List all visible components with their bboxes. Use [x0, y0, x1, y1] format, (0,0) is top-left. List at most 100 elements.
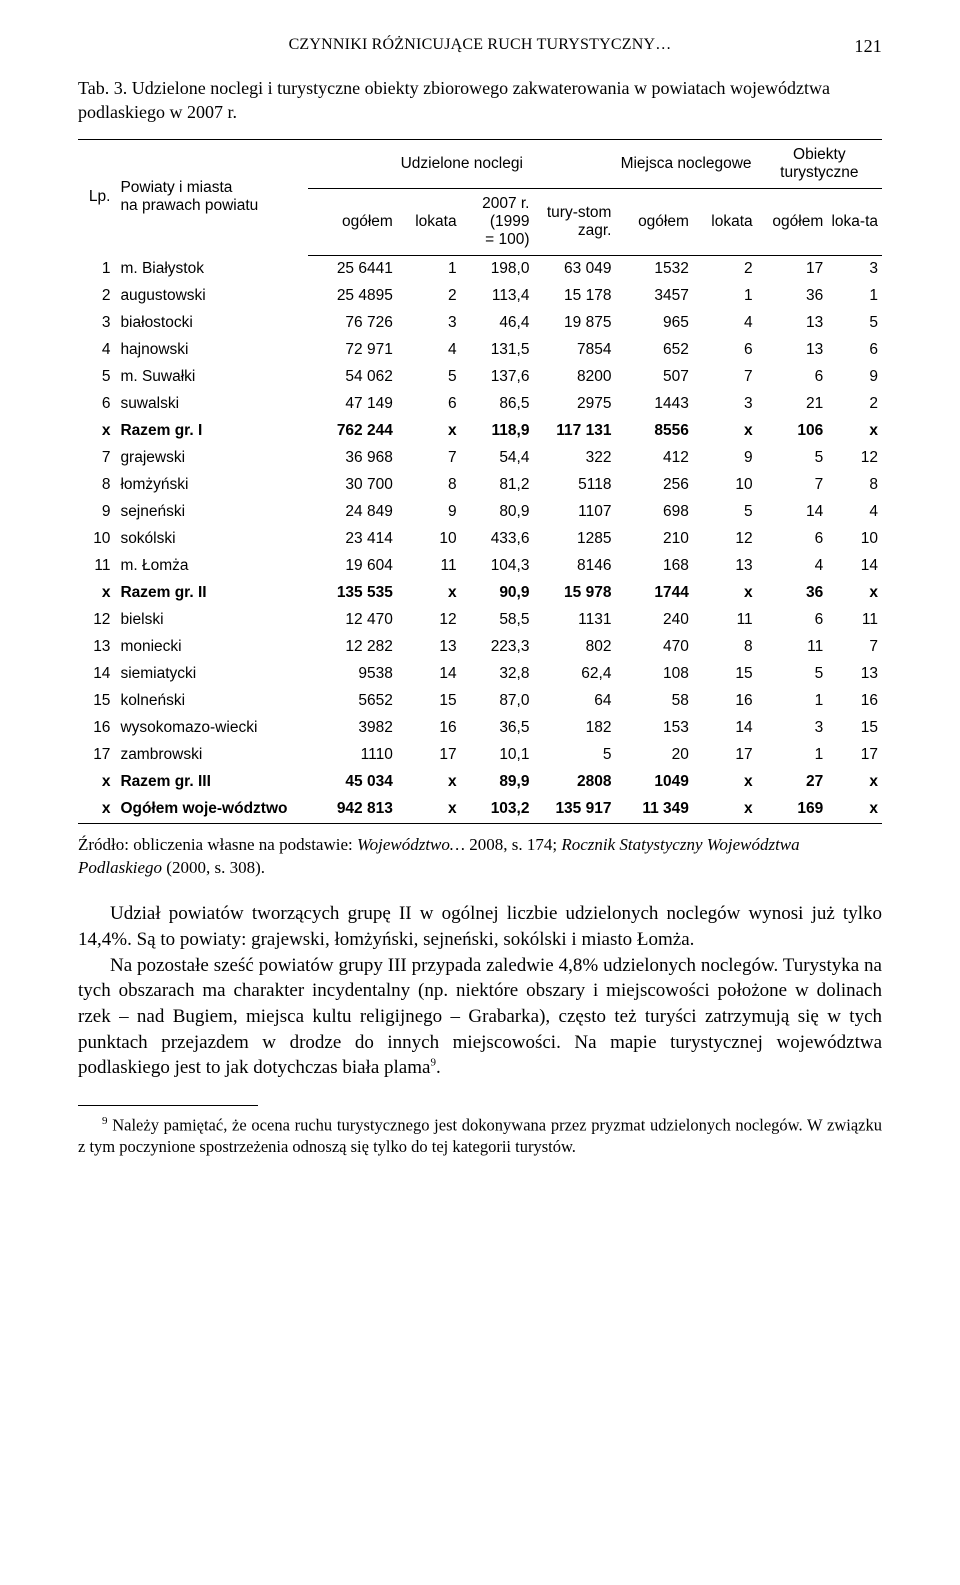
table-row: xRazem gr. II135 535x90,915 9781744x36x	[78, 580, 882, 607]
cell-value: 21	[757, 391, 828, 418]
cell-value: 3457	[615, 283, 692, 310]
cell-value: 802	[533, 634, 615, 661]
cell-value: 106	[757, 418, 828, 445]
th-turystom: tury-stom zagr.	[533, 188, 615, 255]
cell-value: x	[397, 580, 461, 607]
cell-value: 137,6	[461, 364, 534, 391]
cell-value: 1	[757, 688, 828, 715]
table-row: 7grajewski36 968754,43224129512	[78, 445, 882, 472]
th-ogolem-1: ogółem	[308, 188, 397, 255]
cell-value: 24 849	[308, 499, 397, 526]
cell-value: 5	[693, 499, 757, 526]
cell-value: 16	[693, 688, 757, 715]
cell-value: 13	[693, 553, 757, 580]
cell-value: 412	[615, 445, 692, 472]
cell-value: 3	[827, 255, 882, 283]
table-row: 2augustowski25 48952113,415 17834571361	[78, 283, 882, 310]
cell-value: 1443	[615, 391, 692, 418]
cell-value: 16	[397, 715, 461, 742]
cell-lp: 1	[78, 255, 114, 283]
page-number: 121	[854, 36, 882, 57]
cell-name: augustowski	[114, 283, 308, 310]
th-lp: Lp.	[78, 139, 114, 255]
cell-value: 11	[397, 553, 461, 580]
body-text: Udział powiatów tworzących grupę II w og…	[78, 901, 882, 1080]
cell-value: 256	[615, 472, 692, 499]
paragraph-1: Udział powiatów tworzących grupę II w og…	[78, 901, 882, 952]
cell-value: 1532	[615, 255, 692, 283]
cell-name: grajewski	[114, 445, 308, 472]
cell-value: 5	[397, 364, 461, 391]
cell-value: 8	[827, 472, 882, 499]
cell-value: 113,4	[461, 283, 534, 310]
cell-value: 7	[827, 634, 882, 661]
cell-value: 17	[693, 742, 757, 769]
th-lokata-1: lokata	[397, 188, 461, 255]
cell-value: 153	[615, 715, 692, 742]
cell-value: 2	[827, 391, 882, 418]
cell-value: 17	[397, 742, 461, 769]
cell-value: 3	[757, 715, 828, 742]
cell-value: 45 034	[308, 769, 397, 796]
cell-name: zambrowski	[114, 742, 308, 769]
cell-value: 36 968	[308, 445, 397, 472]
th-lokata-3: loka-ta	[827, 188, 882, 255]
cell-value: 5	[757, 445, 828, 472]
cell-value: 2975	[533, 391, 615, 418]
cell-value: 470	[615, 634, 692, 661]
cell-value: 13	[757, 337, 828, 364]
para2-a: Na pozostałe sześć powiatów grupy III pr…	[78, 955, 882, 1079]
cell-value: 2	[397, 283, 461, 310]
cell-lp: 15	[78, 688, 114, 715]
cell-value: 168	[615, 553, 692, 580]
table-row: 14siemiatycki95381432,862,410815513	[78, 661, 882, 688]
cell-name: wysokomazo-wiecki	[114, 715, 308, 742]
cell-value: 11	[827, 607, 882, 634]
cell-value: 9	[397, 499, 461, 526]
cell-value: 1131	[533, 607, 615, 634]
table-row: 13moniecki12 28213223,38024708117	[78, 634, 882, 661]
th-udzielone: Udzielone noclegi	[308, 139, 615, 188]
cell-value: 6	[757, 364, 828, 391]
cell-value: 72 971	[308, 337, 397, 364]
cell-name: bielski	[114, 607, 308, 634]
cell-value: 8146	[533, 553, 615, 580]
cell-value: 7	[693, 364, 757, 391]
cell-value: 9	[827, 364, 882, 391]
cell-value: 27	[757, 769, 828, 796]
cell-value: 1110	[308, 742, 397, 769]
cell-value: 90,9	[461, 580, 534, 607]
cell-value: 36	[757, 580, 828, 607]
cell-name: Razem gr. II	[114, 580, 308, 607]
table-row: 12bielski12 4701258,5113124011611	[78, 607, 882, 634]
cell-value: 19 875	[533, 310, 615, 337]
cell-value: 1285	[533, 526, 615, 553]
cell-value: 15	[693, 661, 757, 688]
source-prefix: Źródło: obliczenia własne na podstawie:	[78, 835, 357, 854]
cell-value: 12	[827, 445, 882, 472]
cell-value: 14	[397, 661, 461, 688]
cell-lp: 13	[78, 634, 114, 661]
th-ogolem-3: ogółem	[757, 188, 828, 255]
cell-value: 7854	[533, 337, 615, 364]
cell-lp: 5	[78, 364, 114, 391]
table-row: 5m. Suwałki54 0625137,68200507769	[78, 364, 882, 391]
cell-value: 1	[757, 742, 828, 769]
cell-value: 7	[757, 472, 828, 499]
footnote-rule	[78, 1105, 258, 1106]
th-obiekty: Obiekty turystyczne	[757, 139, 882, 188]
cell-value: 507	[615, 364, 692, 391]
cell-lp: 17	[78, 742, 114, 769]
table-row: 17zambrowski11101710,152017117	[78, 742, 882, 769]
cell-value: 23 414	[308, 526, 397, 553]
cell-value: 762 244	[308, 418, 397, 445]
table-row: 16wysokomazo-wiecki39821636,518215314315	[78, 715, 882, 742]
cell-value: 6	[757, 526, 828, 553]
table-row: 8łomżyński30 700881,251182561078	[78, 472, 882, 499]
cell-value: 58	[615, 688, 692, 715]
cell-value: x	[397, 769, 461, 796]
table-bottom-rule	[78, 823, 882, 824]
cell-value: 89,9	[461, 769, 534, 796]
cell-value: 86,5	[461, 391, 534, 418]
cell-value: 12 470	[308, 607, 397, 634]
